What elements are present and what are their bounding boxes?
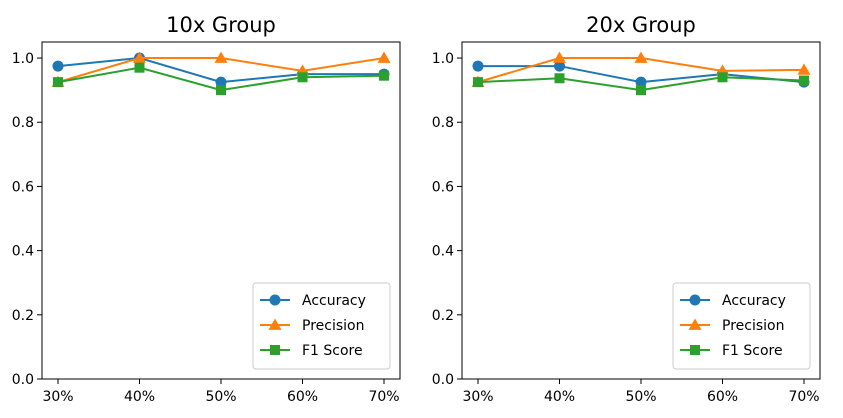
chart-title: 10x Group xyxy=(166,13,276,37)
x-tick-label: 40% xyxy=(544,389,575,405)
legend: Accuracy Precision F1 Score xyxy=(672,282,811,370)
legend-item: F1 Score xyxy=(680,343,783,359)
data-point xyxy=(554,60,565,72)
plot-frame xyxy=(41,41,401,380)
y-tick-label: 1.0 xyxy=(12,51,34,67)
legend-marker xyxy=(690,345,700,355)
legend: Accuracy Precision F1 Score xyxy=(252,282,391,370)
legend-marker xyxy=(688,318,702,330)
chart-title: 20x Group xyxy=(586,13,696,37)
y-tick-label: 0.2 xyxy=(432,308,454,324)
y-tick-label: 0.8 xyxy=(432,115,454,131)
y-tick-label: 0.8 xyxy=(12,115,34,131)
data-point xyxy=(134,62,145,73)
legend-label: F1 Score xyxy=(302,343,363,359)
legend-item: F1 Score xyxy=(260,343,363,359)
legend-item: Precision xyxy=(260,318,364,334)
data-point xyxy=(214,51,228,63)
data-point xyxy=(215,76,227,88)
x-tick-label: 50% xyxy=(205,389,236,405)
legend-marker xyxy=(268,318,282,330)
legend-item: Accuracy xyxy=(680,293,786,309)
y-tick-label: 0.6 xyxy=(12,179,34,195)
x-tick-label: 50% xyxy=(625,389,656,405)
data-point xyxy=(216,85,226,96)
legend-label: Accuracy xyxy=(722,293,786,309)
y-tick-label: 0.4 xyxy=(432,244,454,260)
series-f1-score xyxy=(53,62,389,96)
x-tick-label: 70% xyxy=(368,389,399,405)
data-point xyxy=(553,51,566,63)
legend-item: Accuracy xyxy=(260,293,366,309)
legend-label: Precision xyxy=(722,318,784,334)
data-point xyxy=(377,51,391,63)
data-point xyxy=(297,72,308,83)
legend-box xyxy=(252,282,391,370)
data-point xyxy=(799,75,809,86)
data-point xyxy=(379,70,389,81)
legend-label: Accuracy xyxy=(302,293,366,309)
legend-marker xyxy=(689,294,701,306)
x-tick-label: 60% xyxy=(287,389,318,405)
data-point xyxy=(52,60,64,72)
legend-marker xyxy=(270,345,280,355)
x-tick-label: 30% xyxy=(42,389,73,405)
series-accuracy xyxy=(472,60,810,88)
data-point xyxy=(717,72,728,83)
x-tick-label: 30% xyxy=(462,389,493,405)
data-point xyxy=(554,73,565,84)
y-tick-label: 0.6 xyxy=(432,179,454,195)
legend-item: Precision xyxy=(680,318,784,334)
y-tick-label: 0.0 xyxy=(432,372,454,388)
data-point xyxy=(472,60,484,72)
chart-panel-2: 20x Group 0.0 0.2 0.4 0.6 0.8 1.0 30% 40% 50% 60% 7… xyxy=(432,13,821,405)
data-point xyxy=(797,63,811,75)
x-tick-label: 40% xyxy=(124,389,155,405)
y-tick-label: 0.4 xyxy=(12,244,34,260)
legend-label: Precision xyxy=(302,318,364,334)
legend-label: F1 Score xyxy=(722,343,783,359)
chart-panel-1: 10x Group 0.0 0.2 0.4 0.6 0.8 1.0 30% 40% 50% 60% 7… xyxy=(12,13,401,405)
y-tick-label: 1.0 xyxy=(432,51,454,67)
data-point xyxy=(133,51,146,63)
data-point xyxy=(635,76,647,88)
data-point xyxy=(636,85,646,96)
plot-frame xyxy=(461,41,821,380)
y-tick-label: 0.2 xyxy=(12,308,34,324)
legend-marker xyxy=(269,294,281,306)
y-tick-label: 0.0 xyxy=(12,372,34,388)
x-tick-label: 60% xyxy=(707,389,738,405)
data-point xyxy=(53,77,63,88)
series-f1-score xyxy=(473,72,809,96)
legend-box xyxy=(672,282,811,370)
x-tick-label: 70% xyxy=(788,389,819,405)
data-point xyxy=(634,51,648,63)
data-point xyxy=(473,77,483,88)
